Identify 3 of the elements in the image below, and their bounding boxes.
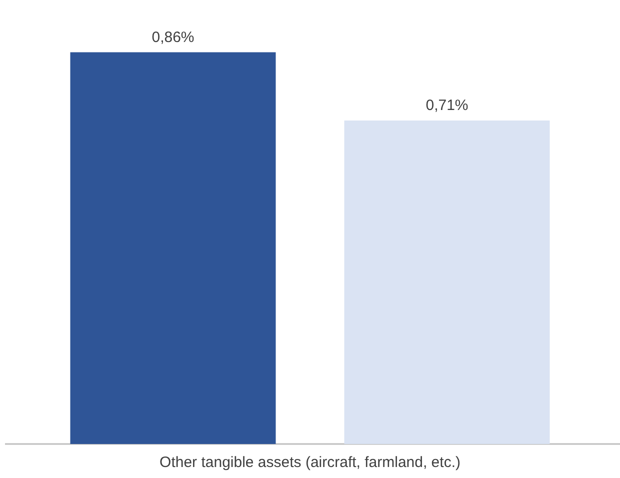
data-label: 0,86% xyxy=(152,28,194,46)
x-axis-title: Other tangible assets (aircraft, farmland, etc.) xyxy=(160,454,460,472)
data-label: 0,71% xyxy=(426,97,468,114)
